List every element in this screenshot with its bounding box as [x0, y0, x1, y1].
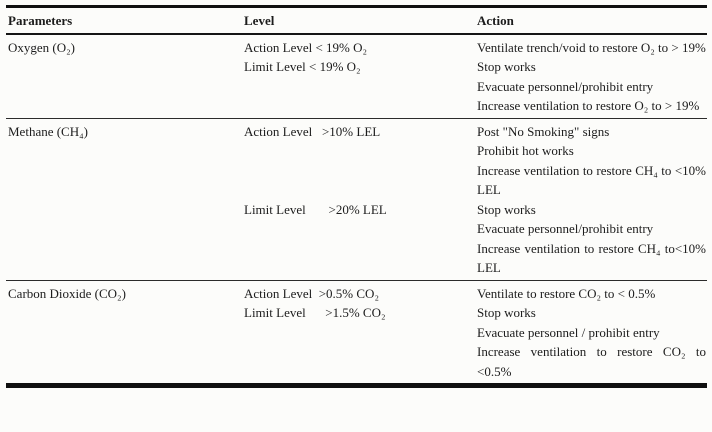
table-section-row: Methane (CH₄) Action Level >10% LEL Post "…	[6, 117, 707, 280]
level-action-row: Limit Level < 19% O₂ Stop works Evacuate p…	[244, 57, 707, 116]
action-item: Ventilate to restore CO₂ to < 0.5%	[477, 285, 656, 301]
actions-cell: Stop works Evacuate personnel / prohibit …	[477, 303, 707, 381]
header-parameters: Parameters	[8, 13, 73, 28]
parameters-table: Parameters Level Action Oxygen (O₂) Actio…	[6, 5, 707, 388]
action-item: Stop works	[477, 201, 536, 217]
level-cell: Action Level < 19% O₂	[244, 39, 368, 55]
level-cell: Limit Level < 19% O₂	[244, 59, 361, 74]
action-item: Increase ventilation to restore CH₄ to <…	[477, 162, 706, 198]
level-action-row: Action Level >0.5% CO₂ Ventilate to resto…	[244, 284, 707, 304]
action-item: Increase ventilation to restore O₂ to > …	[477, 98, 700, 113]
parameter-cell: Oxygen (O₂)	[8, 39, 75, 55]
action-item: Stop works	[477, 305, 536, 320]
parameter-cell: Carbon Dioxide (CO₂)	[8, 285, 126, 301]
action-item: Evacuate personnel / prohibit entry	[477, 324, 660, 340]
action-item: Evacuate personnel/prohibit entry	[477, 78, 654, 94]
action-item: Stop works	[477, 59, 536, 74]
actions-cell: Stop works Evacuate personnel/prohibit en…	[477, 57, 707, 116]
table-body: Oxygen (O₂) Action Level < 19% O₂ Ventilat…	[6, 35, 707, 384]
level-action-row: Action Level < 19% O₂ Ventilate trench/vo…	[244, 38, 707, 58]
level-cell: Action Level >0.5% CO₂	[244, 285, 379, 301]
level-action-row: Action Level >10% LEL Post "No Smoking" s…	[244, 122, 707, 200]
action-item: Evacuate personnel/prohibit entry	[477, 221, 654, 236]
parameter-cell: Methane (CH₄)	[8, 123, 88, 139]
header-level: Level	[244, 13, 275, 28]
level-action-rows: Action Level >0.5% CO₂ Ventilate to resto…	[244, 284, 707, 382]
level-cell: Action Level >10% LEL	[244, 123, 381, 139]
table-section-row: Carbon Dioxide (CO₂) Action Level >0.5% C…	[6, 279, 707, 384]
action-item: Ventilate trench/void to restore O₂ to >…	[477, 39, 706, 55]
action-item: Post "No Smoking" signs	[477, 123, 610, 139]
action-item: Prohibit hot works	[477, 143, 574, 158]
level-action-row: Limit Level >20% LEL Stop works Evacuate p…	[244, 200, 707, 278]
actions-cell: Ventilate to restore CO₂ to < 0.5%	[477, 284, 707, 304]
level-action-rows: Action Level >10% LEL Post "No Smoking" s…	[244, 122, 707, 278]
level-action-rows: Action Level < 19% O₂ Ventilate trench/vo…	[244, 38, 707, 116]
table-section-row: Oxygen (O₂) Action Level < 19% O₂ Ventilat…	[6, 35, 707, 118]
action-item: Increase ventilation to restore CH₄ to<1…	[477, 240, 706, 276]
level-cell: Limit Level >20% LEL	[244, 201, 387, 217]
actions-cell: Stop works Evacuate personnel/prohibit en…	[477, 200, 707, 278]
actions-cell: Post "No Smoking" signs Prohibit hot work…	[477, 122, 707, 200]
level-action-row: Limit Level >1.5% CO₂ Stop works Evacuate …	[244, 303, 707, 381]
header-action: Action	[477, 13, 514, 28]
level-cell: Limit Level >1.5% CO₂	[244, 305, 386, 320]
actions-cell: Ventilate trench/void to restore O₂ to >…	[477, 38, 707, 58]
action-item: Increase ventilation to restore CO₂ to <…	[477, 344, 706, 379]
table-header-row: Parameters Level Action	[6, 8, 707, 35]
